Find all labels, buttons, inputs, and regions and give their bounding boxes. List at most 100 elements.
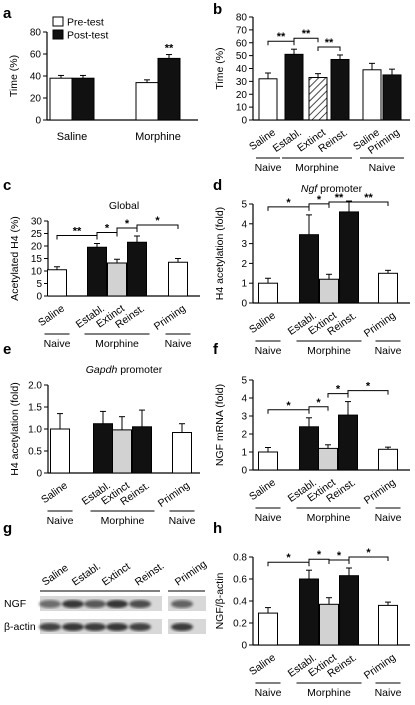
blot-lane-label: Saline bbox=[40, 562, 71, 589]
group-label: Morphine bbox=[307, 687, 351, 699]
significance-mark: ** bbox=[165, 43, 174, 55]
blot-band bbox=[129, 600, 151, 608]
bar-saline bbox=[258, 451, 278, 471]
significance-mark: ** bbox=[73, 226, 82, 238]
blot-lane-label: Priming bbox=[173, 558, 209, 588]
significance-bracket bbox=[348, 201, 389, 206]
y-tick-label: 2 bbox=[241, 430, 247, 441]
panel-letter-c: c bbox=[3, 177, 11, 194]
bar-extinct bbox=[318, 447, 338, 471]
significance-mark: ** bbox=[335, 192, 344, 204]
y-tick-label: 2.0 bbox=[28, 381, 42, 392]
y-tick-label: 10 bbox=[31, 267, 43, 278]
blot-band bbox=[171, 600, 193, 608]
significance-mark: * bbox=[366, 547, 371, 559]
y-tick-label: 30 bbox=[31, 217, 43, 228]
x-tick-label: Priming bbox=[152, 302, 188, 332]
blot-band bbox=[84, 600, 106, 608]
significance-bracket bbox=[293, 37, 319, 43]
significance-bracket bbox=[267, 40, 295, 46]
significance-bracket bbox=[327, 393, 349, 398]
blot-band bbox=[62, 600, 84, 608]
bar-extinct bbox=[107, 262, 127, 297]
y-tick-label: 1.0 bbox=[28, 425, 42, 436]
significance-mark: * bbox=[286, 552, 291, 564]
panel-letter-e: e bbox=[3, 341, 11, 358]
y-tick-label: 20 bbox=[30, 94, 42, 105]
significance-mark: * bbox=[317, 549, 322, 561]
bar-priming bbox=[382, 74, 402, 121]
group-label: Morphine bbox=[95, 338, 139, 350]
significance-bracket bbox=[267, 561, 310, 567]
significance-mark: * bbox=[286, 400, 291, 412]
blot-row-label: NGF bbox=[4, 598, 26, 610]
blot-band bbox=[39, 600, 61, 608]
x-tick-label: Saline bbox=[247, 309, 278, 336]
y-tick-label: 20 bbox=[31, 242, 43, 253]
group-label: Naive bbox=[375, 512, 402, 524]
significance-bracket bbox=[116, 227, 138, 232]
bar-reinst bbox=[127, 241, 147, 297]
y-tick-label: 0 bbox=[36, 292, 42, 303]
bar-establ bbox=[299, 578, 319, 646]
y-tick-label: 50 bbox=[236, 51, 248, 62]
y-axis-label: NGF/β-actin bbox=[214, 572, 226, 629]
group-label: Morphine bbox=[307, 345, 351, 357]
significance-bracket bbox=[267, 409, 310, 414]
bar-reinst bbox=[339, 575, 359, 646]
significance-bracket bbox=[308, 406, 329, 411]
significance-mark: * bbox=[337, 550, 342, 562]
significance-mark: * bbox=[366, 381, 371, 393]
bar-reinst bbox=[339, 211, 359, 304]
blot-lane-label: Extinct bbox=[100, 561, 133, 589]
group-label: Naive bbox=[255, 345, 282, 357]
blot-band bbox=[106, 623, 128, 631]
y-tick-label: 5 bbox=[36, 279, 42, 290]
legend-swatch bbox=[52, 16, 64, 27]
y-tick-label: 0 bbox=[241, 299, 247, 310]
panel-letter-g: g bbox=[3, 520, 12, 537]
y-tick-label: 25 bbox=[31, 229, 43, 240]
group-label: Naive bbox=[44, 338, 71, 350]
y-tick-label: 0 bbox=[35, 116, 41, 127]
significance-bracket bbox=[328, 559, 350, 564]
bar-extinct bbox=[319, 278, 339, 304]
blot-band bbox=[171, 623, 193, 631]
bar-saline bbox=[362, 69, 382, 121]
chart-title: Gapdh promoter bbox=[86, 364, 163, 376]
panel-letter-a: a bbox=[3, 5, 12, 22]
y-axis-label: Acetylated H4 (%) bbox=[9, 216, 21, 301]
bar-saline bbox=[258, 78, 278, 121]
significance-mark: * bbox=[316, 397, 321, 409]
panel-letter-h: h bbox=[213, 520, 222, 537]
bar-extinct bbox=[308, 77, 328, 121]
y-tick-label: 5 bbox=[241, 200, 247, 211]
group-label: Naive bbox=[375, 687, 402, 699]
bar-saline-pre-test bbox=[49, 77, 73, 121]
y-tick-label: 0.8 bbox=[233, 553, 247, 564]
bar-saline bbox=[47, 269, 67, 297]
bar-saline-post-test bbox=[71, 77, 95, 121]
chart-panel-d: 0 1 2 3 4 5 H4 acetylation (fold) Ngf promoter S… bbox=[214, 183, 410, 357]
group-label: Naive bbox=[255, 162, 282, 174]
bar-establ bbox=[87, 246, 107, 297]
bar-extinct bbox=[112, 429, 132, 474]
y-tick-label: 15 bbox=[31, 254, 43, 265]
blot-row-label: β-actin bbox=[4, 621, 36, 633]
chart-title: Ngf promoter bbox=[301, 183, 363, 195]
y-tick-label: 0 bbox=[36, 469, 42, 480]
significance-mark: * bbox=[286, 197, 291, 209]
group-label: Naive bbox=[255, 512, 282, 524]
blot-band bbox=[106, 600, 128, 608]
legend-label: Post-test bbox=[67, 30, 109, 42]
legend-swatch bbox=[52, 29, 64, 40]
y-tick-label: 0 bbox=[241, 466, 247, 477]
y-tick-label: 0.2 bbox=[233, 619, 247, 630]
blot-band bbox=[129, 623, 151, 631]
y-tick-label: 70 bbox=[236, 25, 248, 36]
y-tick-label: 0.4 bbox=[233, 597, 247, 608]
y-tick-label: 3 bbox=[241, 239, 247, 250]
